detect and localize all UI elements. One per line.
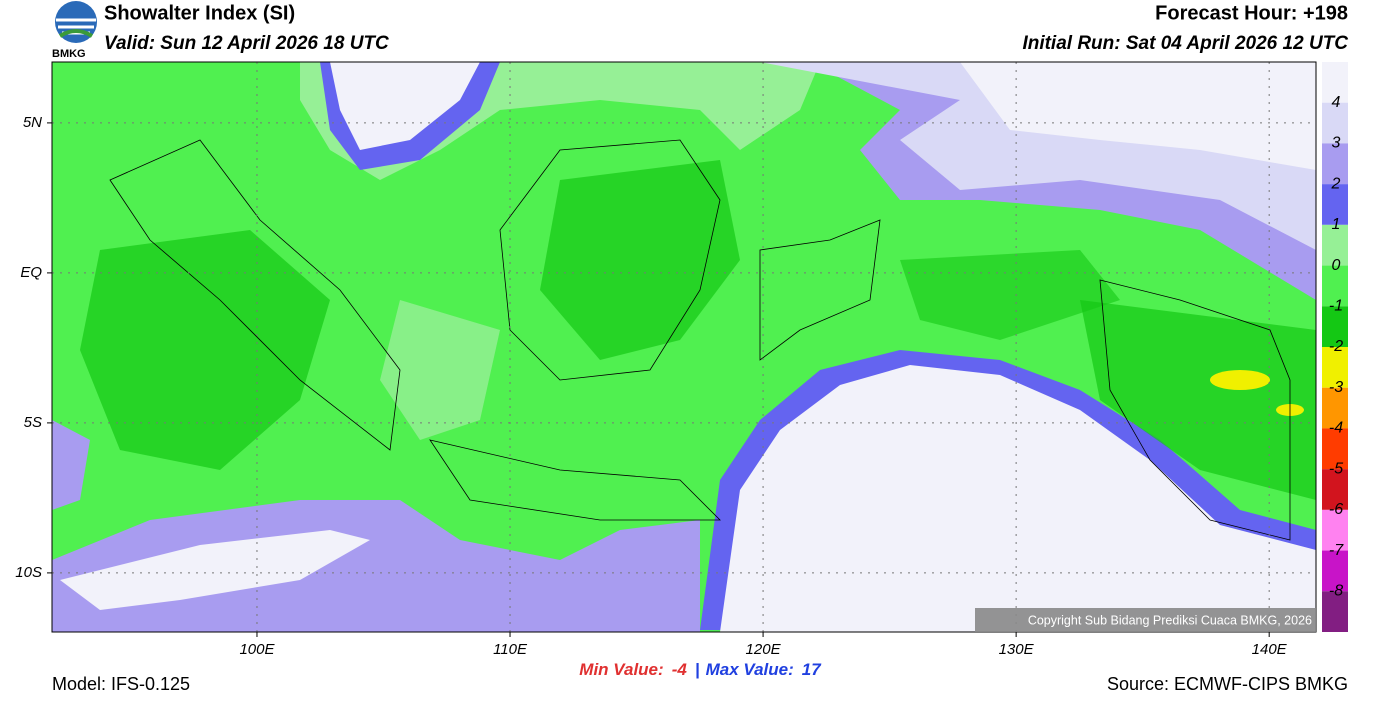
lon-tick-label: 120E bbox=[746, 641, 782, 658]
copyright-box bbox=[975, 608, 1316, 632]
logo-text: BMKG bbox=[52, 48, 86, 60]
map-frame bbox=[51, 61, 1317, 633]
colorbar-band bbox=[1322, 550, 1348, 592]
lat-tick-label: EQ bbox=[20, 264, 42, 281]
colorbar-band bbox=[1322, 387, 1348, 429]
colorbar-band bbox=[1322, 224, 1348, 266]
map-field bbox=[52, 62, 1316, 632]
colorbar-band bbox=[1322, 347, 1348, 388]
colorbar-label: -5 bbox=[1329, 460, 1343, 477]
max-label: Max Value: bbox=[706, 660, 794, 679]
colorbar-label: -4 bbox=[1329, 420, 1343, 437]
colorbar-label: 2 bbox=[1331, 175, 1341, 192]
lat-tick-label: 10S bbox=[15, 564, 42, 581]
lon-tick-label: 100E bbox=[239, 641, 275, 658]
lon-tick-label: 130E bbox=[999, 641, 1035, 658]
colorbar-label: -7 bbox=[1329, 542, 1344, 559]
min-label: Min Value: bbox=[579, 660, 663, 679]
colorbar-band bbox=[1322, 265, 1348, 307]
colorbar-label: 0 bbox=[1332, 257, 1341, 274]
colorbar-band bbox=[1322, 591, 1348, 632]
initial-run: Initial Run: Sat 04 April 2026 12 UTC bbox=[1022, 33, 1348, 54]
lat-tick-label: 5S bbox=[24, 414, 42, 431]
colorbar-label: -3 bbox=[1329, 379, 1343, 396]
lon-tick-label: 140E bbox=[1252, 641, 1288, 658]
min-value: -4 bbox=[672, 660, 688, 679]
lat-tick-label: 5N bbox=[23, 114, 42, 131]
colorbar-band bbox=[1322, 428, 1348, 470]
separator: | bbox=[695, 660, 700, 679]
colorbar-band bbox=[1322, 62, 1348, 103]
colorbar-band bbox=[1322, 102, 1348, 144]
forecast-hour: Forecast Hour: +198 bbox=[1155, 2, 1348, 24]
colorbar-label: -8 bbox=[1329, 583, 1343, 600]
colorbar-band bbox=[1322, 143, 1348, 185]
copyright: Copyright Sub Bidang Prediksi Cuaca BMKG… bbox=[1028, 613, 1312, 627]
stats: Min Value: -4 | Max Value: 17 bbox=[579, 660, 822, 679]
logo bbox=[55, 1, 97, 43]
colorbar-band bbox=[1322, 509, 1348, 551]
colorbar-band bbox=[1322, 184, 1348, 225]
colorbar-label: -6 bbox=[1329, 501, 1343, 518]
colorbar-band bbox=[1322, 469, 1348, 510]
colorbar-label: 4 bbox=[1332, 94, 1341, 111]
lon-tick-label: 110E bbox=[493, 641, 528, 658]
colorbar-label: -1 bbox=[1329, 298, 1343, 315]
valid-time: Valid: Sun 12 April 2026 18 UTC bbox=[104, 33, 389, 54]
colorbar-label: -2 bbox=[1329, 338, 1343, 355]
title: Showalter Index (SI) bbox=[104, 2, 295, 24]
max-value: 17 bbox=[802, 660, 822, 679]
model: Model: IFS-0.125 bbox=[52, 674, 190, 694]
colorbar-label: 1 bbox=[1332, 216, 1341, 233]
colorbar-label: 3 bbox=[1332, 135, 1341, 152]
source: Source: ECMWF-CIPS BMKG bbox=[1107, 674, 1348, 694]
colorbar-band bbox=[1322, 306, 1348, 347]
